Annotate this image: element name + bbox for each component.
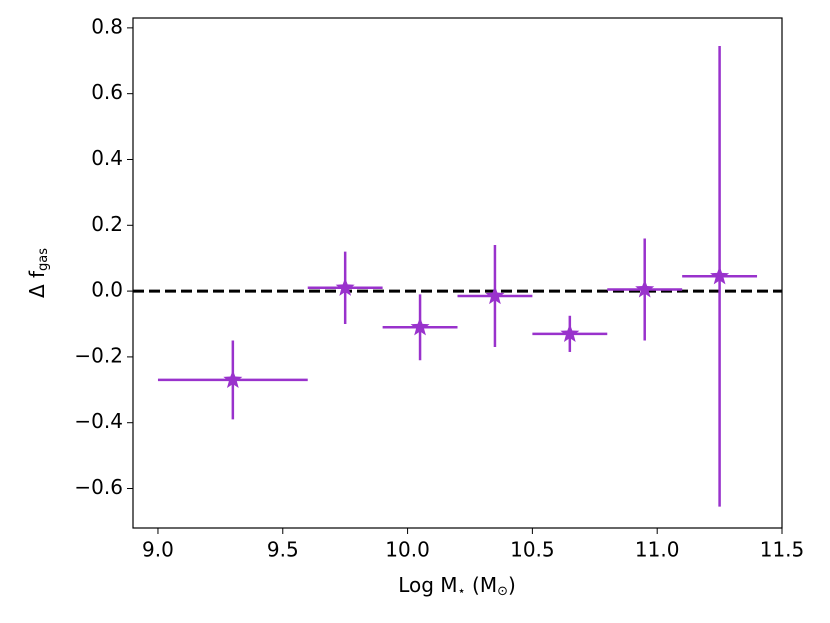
- y-tick-label: 0.4: [91, 146, 123, 170]
- x-label-part: Log M: [398, 573, 457, 597]
- y-label-part: Δ f: [25, 270, 49, 298]
- y-axis-label: Δ fgas: [25, 248, 51, 298]
- y-tick-label: 0.0: [91, 278, 123, 302]
- x-tick-label: 10.5: [510, 538, 555, 562]
- x-tick-label: 11.5: [760, 538, 805, 562]
- y-tick-label: −0.2: [74, 343, 123, 367]
- y-tick-label: −0.4: [74, 409, 123, 433]
- y-tick-label: 0.6: [91, 80, 123, 104]
- plot-frame: [132, 17, 783, 529]
- x-tick-label: 11.0: [635, 538, 680, 562]
- y-tick-label: 0.2: [91, 212, 123, 236]
- x-label-part: ): [508, 573, 516, 597]
- data-point: [410, 317, 430, 336]
- data-point: [335, 277, 355, 296]
- data-point: [223, 369, 243, 389]
- data-point: [560, 323, 580, 342]
- x-tick-label: 9.0: [142, 538, 174, 562]
- x-tick-label: 10.0: [385, 538, 430, 562]
- x-label-part: (M: [466, 573, 497, 597]
- x-axis-label: Log M⋆ (M⊙): [398, 573, 516, 599]
- y-tick-label: 0.8: [91, 14, 123, 38]
- x-tick-label: 9.5: [267, 538, 299, 562]
- data-point: [635, 279, 655, 298]
- x-label-part: ⊙: [497, 584, 508, 599]
- data-point: [485, 286, 505, 305]
- y-label-part: gas: [36, 248, 51, 271]
- data-point: [710, 266, 730, 285]
- y-tick-label: −0.6: [74, 475, 123, 499]
- x-label-part: ⋆: [458, 584, 466, 599]
